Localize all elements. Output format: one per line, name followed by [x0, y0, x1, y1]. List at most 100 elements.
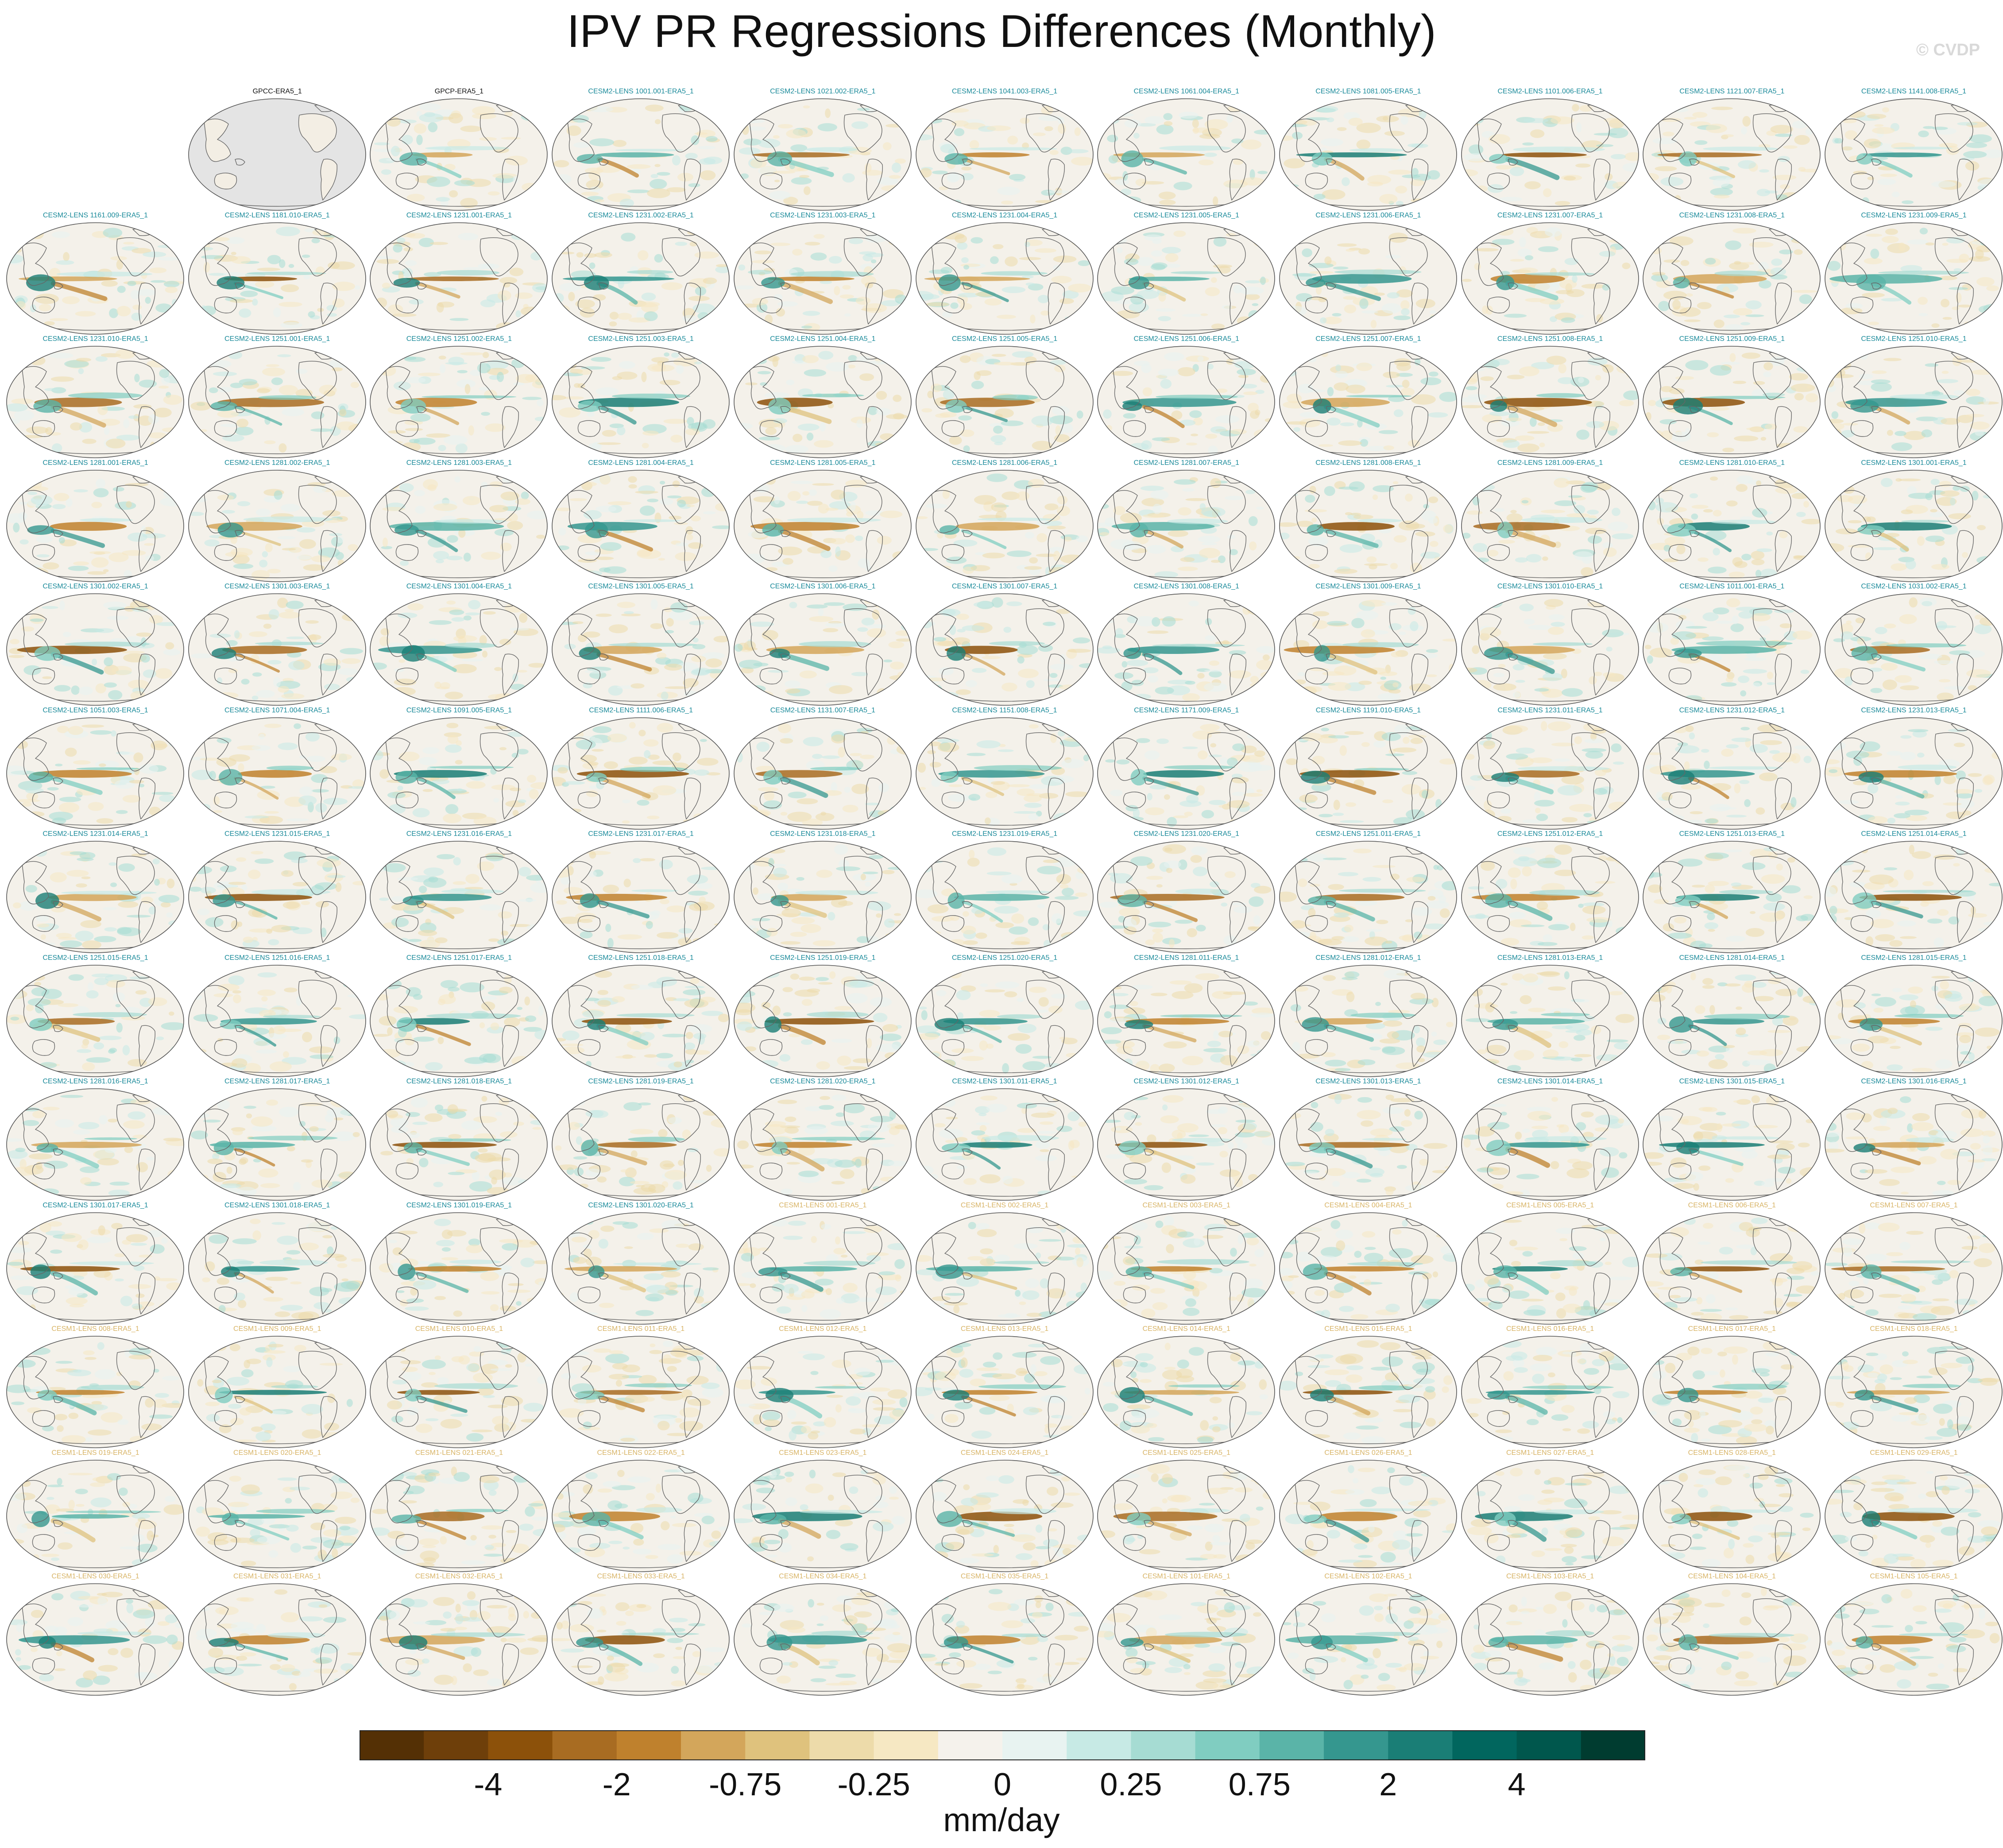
map-panel: CESM2-LENS 1281.019-ERA5_1	[550, 1078, 732, 1202]
map-plot	[1643, 469, 1821, 582]
map-panel: CESM1-LENS 005-ERA5_1	[1459, 1202, 1641, 1326]
map-plot	[915, 346, 1094, 458]
map-plot	[188, 1583, 366, 1696]
map-panel: CESM2-LENS 1251.020-ERA5_1	[914, 954, 1096, 1078]
map-plot	[6, 717, 184, 830]
map-panel: CESM2-LENS 1251.015-ERA5_1	[4, 954, 186, 1078]
colorbar-swatch	[874, 1730, 939, 1760]
map-panel: CESM2-LENS 1301.010-ERA5_1	[1459, 583, 1641, 707]
map-panel: CESM1-LENS 103-ERA5_1	[1459, 1573, 1641, 1697]
panel-title: CESM2-LENS 1281.018-ERA5_1	[406, 1078, 512, 1085]
map-plot	[1279, 1088, 1457, 1201]
map-plot	[370, 1212, 548, 1325]
colorbar-swatch	[1452, 1730, 1517, 1760]
map-panel: CESM2-LENS 1251.016-ERA5_1	[186, 954, 368, 1078]
panel-title: CESM2-LENS 1281.014-ERA5_1	[1679, 954, 1785, 962]
map-plot	[188, 346, 366, 458]
panel-title: CESM2-LENS 1301.005-ERA5_1	[588, 583, 694, 590]
panel-title: CESM1-LENS 003-ERA5_1	[1142, 1201, 1230, 1209]
panel-title: CESM1-LENS 015-ERA5_1	[1324, 1325, 1412, 1333]
map-panel: CESM2-LENS 1141.008-ERA5_1	[1823, 88, 2003, 212]
map-panel: CESM1-LENS 001-ERA5_1	[732, 1202, 914, 1326]
map-plot	[6, 1212, 184, 1325]
map-panel: CESM1-LENS 104-ERA5_1	[1641, 1573, 1823, 1697]
panel-title: CESM2-LENS 1301.017-ERA5_1	[43, 1201, 148, 1209]
panel-title: CESM1-LENS 021-ERA5_1	[415, 1449, 503, 1457]
panel-title: CESM2-LENS 1231.015-ERA5_1	[224, 830, 330, 838]
panel-title: CESM2-LENS 1161.009-ERA5_1	[43, 211, 148, 219]
map-panel: CESM1-LENS 023-ERA5_1	[732, 1449, 914, 1573]
map-panel: GPCC-ERA5_1	[186, 88, 368, 212]
map-plot	[1097, 717, 1275, 830]
panel-grid: GPCC-ERA5_1 GPCP-ERA5_1 CESM2-LENS 1001.00…	[4, 88, 2003, 1697]
panel-title: CESM2-LENS 1251.015-ERA5_1	[43, 954, 148, 962]
panel-title: CESM2-LENS 1281.001-ERA5_1	[43, 459, 148, 467]
map-plot	[6, 1583, 184, 1696]
map-plot	[1461, 593, 1639, 706]
panel-title: CESM2-LENS 1231.001-ERA5_1	[406, 211, 512, 219]
panel-title: CESM2-LENS 1301.019-ERA5_1	[406, 1201, 512, 1209]
map-plot	[1097, 964, 1275, 1077]
panel-title: CESM2-LENS 1121.007-ERA5_1	[1679, 88, 1785, 95]
map-panel: CESM2-LENS 1231.002-ERA5_1	[550, 212, 732, 336]
map-plot	[552, 841, 730, 953]
panel-title: CESM2-LENS 1251.014-ERA5_1	[1861, 830, 1967, 838]
map-plot	[188, 717, 366, 830]
panel-title: CESM2-LENS 1301.004-ERA5_1	[406, 583, 512, 590]
colorbar-swatch	[1195, 1730, 1260, 1760]
map-panel: CESM2-LENS 1181.010-ERA5_1	[186, 212, 368, 336]
panel-title: CESM2-LENS 1251.012-ERA5_1	[1497, 830, 1603, 838]
map-panel: CESM2-LENS 1301.001-ERA5_1	[1823, 459, 2003, 583]
map-plot	[733, 717, 912, 830]
map-plot	[1825, 1459, 2003, 1572]
panel-title: CESM2-LENS 1251.018-ERA5_1	[588, 954, 694, 962]
map-plot	[733, 841, 912, 953]
map-panel: CESM2-LENS 1301.020-ERA5_1	[550, 1202, 732, 1326]
map-panel: CESM1-LENS 028-ERA5_1	[1641, 1449, 1823, 1573]
panel-title: CESM2-LENS 1281.003-ERA5_1	[406, 459, 512, 467]
panel-title: CESM2-LENS 1231.019-ERA5_1	[951, 830, 1058, 838]
panel-title: CESM1-LENS 026-ERA5_1	[1324, 1449, 1412, 1457]
panel-title: CESM2-LENS 1281.004-ERA5_1	[588, 459, 694, 467]
map-plot	[370, 346, 548, 458]
map-plot	[1643, 1336, 1821, 1448]
panel-title: CESM2-LENS 1281.005-ERA5_1	[770, 459, 876, 467]
panel-title: CESM2-LENS 1251.008-ERA5_1	[1497, 335, 1603, 343]
map-plot	[915, 1583, 1094, 1696]
map-plot	[1461, 1336, 1639, 1448]
panel-title: CESM2-LENS 1231.004-ERA5_1	[951, 211, 1058, 219]
panel-title: CESM2-LENS 1281.007-ERA5_1	[1133, 459, 1239, 467]
map-plot	[915, 1212, 1094, 1325]
map-panel: CESM2-LENS 1011.001-ERA5_1	[1641, 583, 1823, 707]
map-panel: CESM2-LENS 1251.004-ERA5_1	[732, 335, 914, 459]
panel-title: CESM2-LENS 1281.016-ERA5_1	[43, 1078, 148, 1085]
map-panel: CESM2-LENS 1281.018-ERA5_1	[368, 1078, 550, 1202]
map-panel: CESM1-LENS 014-ERA5_1	[1095, 1325, 1277, 1449]
panel-title: CESM2-LENS 1281.011-ERA5_1	[1134, 954, 1239, 962]
map-panel: CESM2-LENS 1251.005-ERA5_1	[914, 335, 1096, 459]
map-panel: CESM1-LENS 012-ERA5_1	[732, 1325, 914, 1449]
colorbar-swatch	[938, 1730, 1003, 1760]
map-panel: CESM1-LENS 022-ERA5_1	[550, 1449, 732, 1573]
map-panel: CESM2-LENS 1231.019-ERA5_1	[914, 830, 1096, 954]
map-plot	[733, 1583, 912, 1696]
map-panel: CESM2-LENS 1251.010-ERA5_1	[1823, 335, 2003, 459]
panel-title: CESM1-LENS 017-ERA5_1	[1688, 1325, 1776, 1333]
panel-title: CESM2-LENS 1301.001-ERA5_1	[1861, 459, 1967, 467]
colorbar-swatch	[681, 1730, 746, 1760]
map-plot	[552, 1088, 730, 1201]
map-plot	[1097, 1212, 1275, 1325]
map-plot	[552, 593, 730, 706]
map-panel: CESM2-LENS 1231.016-ERA5_1	[368, 830, 550, 954]
panel-title: CESM2-LENS 1301.015-ERA5_1	[1679, 1078, 1785, 1085]
map-plot	[1097, 1088, 1275, 1201]
panel-title: CESM2-LENS 1301.003-ERA5_1	[224, 583, 330, 590]
colorbar-swatch	[745, 1730, 810, 1760]
colorbar-swatch	[488, 1730, 553, 1760]
map-plot	[1461, 1459, 1639, 1572]
map-panel: CESM2-LENS 1281.008-ERA5_1	[1277, 459, 1459, 583]
colorbar-swatch	[1259, 1730, 1324, 1760]
colorbar-tick-label: -2	[602, 1767, 631, 1802]
panel-title: CESM1-LENS 101-ERA5_1	[1142, 1573, 1230, 1580]
map-plot	[733, 1336, 912, 1448]
